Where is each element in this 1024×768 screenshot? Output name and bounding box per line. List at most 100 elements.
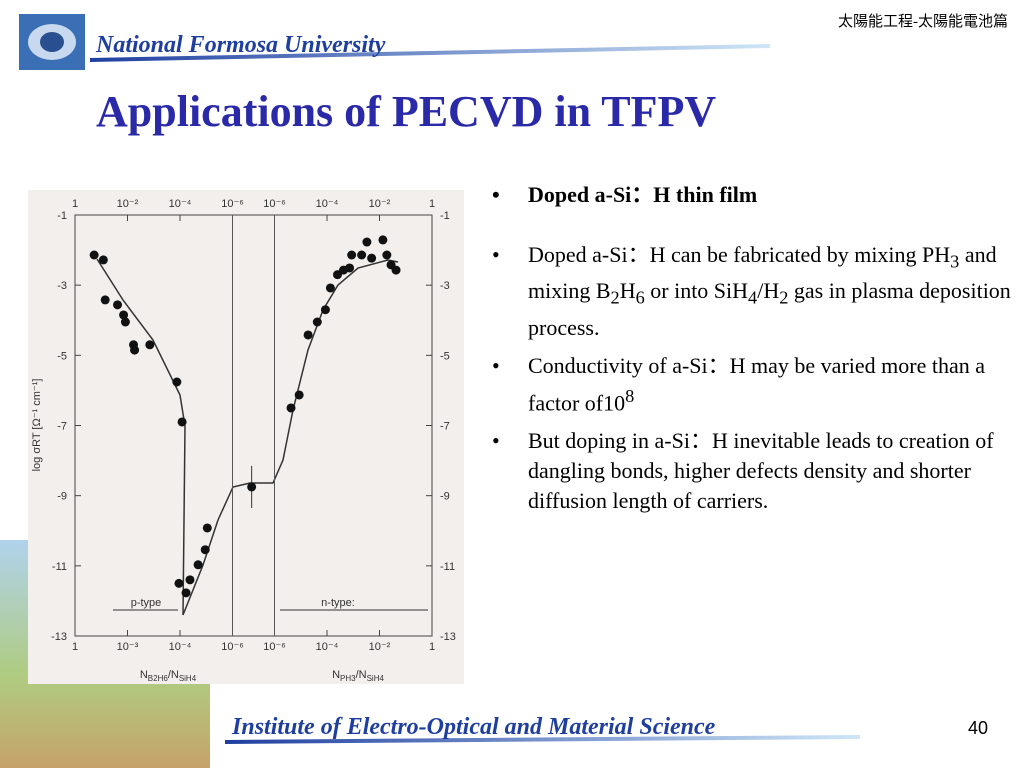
data-point (174, 578, 184, 588)
data-point (367, 253, 377, 263)
y-tick-label: -5 (440, 350, 450, 362)
label-run: SiH4 (367, 674, 385, 683)
bullet: But doping in a-Si：H inevitable leads to… (490, 426, 1015, 516)
data-point (247, 482, 257, 492)
y-tick-label: -11 (440, 561, 455, 573)
x-tick-label: 10⁻⁶ (221, 198, 244, 210)
data-point (320, 305, 330, 315)
data-point (202, 523, 212, 533)
subscript: 6 (635, 287, 645, 308)
data-point (200, 545, 210, 555)
course: 太陽能工程-太陽能電池篇 (838, 14, 1008, 30)
university: National Formosa University (96, 32, 386, 58)
subscript: 2 (610, 287, 620, 308)
page-number: 40 (968, 718, 989, 738)
x-axis-label: NB2H6/NSiH4 (140, 669, 197, 683)
data-point (357, 250, 367, 260)
text-run: But doping in a-Si：H inevitable leads to… (528, 428, 994, 514)
y-tick-label: -7 (440, 421, 450, 433)
x-tick-label: 10⁻⁴ (169, 198, 192, 210)
y-tick-label: -9 (440, 491, 450, 503)
data-point (119, 310, 129, 320)
data-point (177, 417, 187, 427)
label-run: /N (356, 669, 367, 681)
x-tick-label: 10⁻⁴ (316, 641, 339, 653)
data-point (345, 263, 355, 273)
label-run: PH3 (340, 674, 356, 683)
x-tick-label: 1 (429, 641, 435, 653)
y-tick-label: -3 (57, 280, 67, 292)
label-run: N (332, 669, 340, 681)
data-point (286, 403, 296, 413)
y-tick-label: -11 (52, 561, 67, 573)
data-point (113, 300, 123, 310)
data-point (145, 340, 155, 350)
subscript: 4 (748, 287, 758, 308)
data-point (362, 237, 372, 247)
x-tick-label: 10⁻² (117, 198, 139, 210)
label-run: N (140, 669, 148, 681)
data-point (382, 250, 392, 260)
x-tick-label: 1 (429, 198, 435, 210)
y-tick-label: -13 (51, 631, 67, 643)
y-tick-label: -7 (57, 421, 67, 433)
text-run: gas in plasma deposition process. (528, 278, 1011, 340)
x-axis-label: NPH3/NSiH4 (332, 669, 384, 683)
data-point (89, 250, 99, 260)
data-point (181, 588, 191, 598)
data-point (120, 317, 130, 327)
bullet-list: Doped a-Si：H thin film Doped a-Si：H can b… (490, 180, 1015, 524)
x-tick-label: 10⁻⁶ (263, 641, 286, 653)
x-tick-label: 10⁻² (369, 641, 391, 653)
text-run: H (619, 278, 636, 304)
x-tick-label: 10⁻⁶ (263, 198, 286, 210)
x-tick-label: 10⁻⁴ (169, 641, 192, 653)
data-point (193, 560, 203, 570)
text-run: Doped a-Si：H thin film (528, 182, 758, 207)
text-run: or into SiH (644, 278, 749, 304)
data-point (325, 283, 335, 293)
bullet: Doped a-Si：H can be fabricated by mixing… (490, 240, 1015, 343)
y-tick-label: -3 (440, 280, 450, 292)
data-point (98, 255, 108, 265)
x-tick-label: 10⁻³ (117, 641, 139, 653)
data-point (294, 390, 304, 400)
data-point (378, 235, 388, 245)
y-tick-label: -1 (57, 210, 67, 222)
y-tick-label: -13 (440, 631, 456, 643)
subscript: 3 (950, 251, 960, 272)
x-tick-label: 1 (72, 641, 78, 653)
y-tick-label: -1 (440, 210, 450, 222)
data-point (303, 330, 313, 340)
x-tick-label: 10⁻⁶ (221, 641, 244, 653)
text-run: Conductivity of a-Si：H may be varied mor… (528, 352, 985, 416)
y-tick-label: -9 (57, 491, 67, 503)
x-tick-label: 10⁻⁴ (316, 198, 339, 210)
footer: Institute of Electro-Optical and Materia… (232, 714, 716, 740)
label-run: /N (168, 669, 179, 681)
bullet: Conductivity of a-Si：H may be varied mor… (490, 351, 1015, 418)
data-point (312, 317, 322, 327)
n-label: n-type: (321, 597, 355, 609)
subscript: 2 (779, 287, 789, 308)
data-point (130, 345, 140, 355)
p-label: p-type (131, 597, 162, 609)
bullet: Doped a-Si：H thin film (490, 180, 1015, 210)
superscript: 8 (625, 385, 635, 406)
text-run: Doped a-Si：H can be fabricated by mixing… (528, 242, 951, 267)
y-tick-label: -5 (57, 350, 67, 362)
data-point (347, 250, 357, 260)
x-tick-label: 1 (72, 198, 78, 210)
x-tick-label: 10⁻² (369, 198, 391, 210)
slide-title: Applications of PECVD in TFPV (96, 87, 717, 136)
y-axis-label: log σRT [Ω⁻¹ cm⁻¹] (31, 379, 43, 472)
text-run: and mixing B (528, 242, 997, 304)
label-run: B2H6 (148, 674, 169, 683)
label-run: SiH4 (179, 674, 197, 683)
figure: -1 -1 -3 -3 -5 -5 -7 -7 -9 -9 -11 -11 -13 -13 1 10⁻² 10⁻… (28, 190, 464, 684)
data-point (100, 295, 110, 305)
data-point (172, 377, 182, 387)
data-point (185, 575, 195, 585)
data-point (391, 265, 401, 275)
